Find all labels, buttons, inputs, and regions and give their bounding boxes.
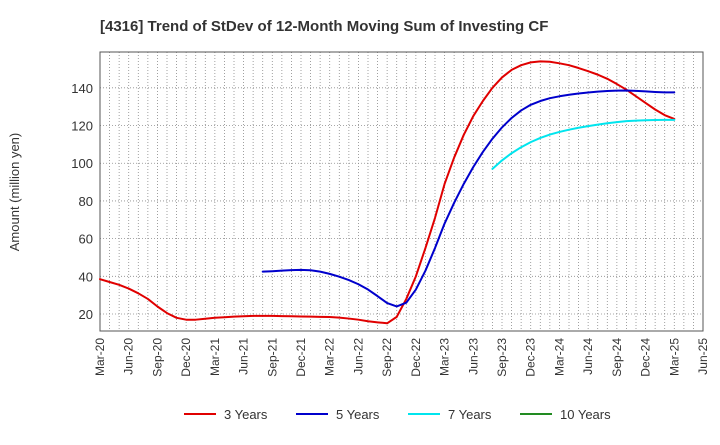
y-axis: 20 40 60 80 100 120 140 [71, 81, 93, 322]
x-tick-label: Mar-22 [323, 338, 337, 376]
legend-label: 3 Years [224, 407, 268, 422]
legend-label: 7 Years [448, 407, 492, 422]
x-tick-label: Mar-25 [667, 338, 681, 376]
x-tick-label: Dec-20 [179, 338, 193, 377]
y-axis-title: Amount (million yen) [7, 133, 22, 252]
x-tick-label: Mar-20 [93, 338, 107, 376]
plot-border [99, 51, 704, 332]
plot-area-frame [99, 51, 704, 332]
x-tick-label: Dec-22 [409, 338, 423, 377]
x-tick-label: Jun-21 [237, 338, 251, 375]
x-tick-label: Sep-23 [495, 338, 509, 377]
x-tick-label: Sep-21 [265, 338, 279, 377]
y-tick-label: 20 [79, 307, 93, 322]
series-layer [99, 60, 676, 325]
legend-label: 10 Years [560, 407, 611, 422]
y-tick-label: 100 [71, 156, 93, 171]
x-tick-label: Sep-24 [610, 338, 624, 377]
y-tick-label: 80 [79, 194, 93, 209]
x-tick-label: Jun-23 [466, 338, 480, 375]
x-tick-label: Sep-22 [380, 338, 394, 377]
grid-layer [100, 52, 703, 331]
x-tick-label: Sep-20 [150, 338, 164, 377]
x-tick-label: Dec-23 [524, 338, 538, 377]
series-line-3-years [99, 60, 676, 325]
x-tick-label: Mar-24 [552, 338, 566, 376]
x-tick-label: Mar-23 [438, 338, 452, 376]
series-line-7-years [491, 118, 676, 170]
y-tick-label: 120 [71, 119, 93, 134]
x-axis: Mar-20 Jun-20 Sep-20 Dec-20 Mar-21 Jun-21 Sep-… [93, 338, 710, 377]
x-tick-label: Dec-21 [294, 338, 308, 377]
y-tick-label: 40 [79, 269, 93, 284]
legend-label: 5 Years [336, 407, 380, 422]
x-tick-label: Dec-24 [639, 338, 653, 377]
y-tick-label: 60 [79, 232, 93, 247]
series-line-5-years [261, 89, 676, 308]
x-tick-label: Jun-22 [351, 338, 365, 375]
x-tick-label: Jun-25 [696, 338, 710, 375]
x-tick-label: Mar-21 [208, 338, 222, 376]
legend: 3 Years 5 Years 7 Years 10 Years [184, 407, 611, 422]
y-tick-label: 140 [71, 81, 93, 96]
x-tick-label: Jun-24 [581, 338, 595, 375]
x-tick-label: Jun-20 [122, 338, 136, 375]
chart-title: [4316] Trend of StDev of 12-Month Moving… [100, 18, 548, 35]
